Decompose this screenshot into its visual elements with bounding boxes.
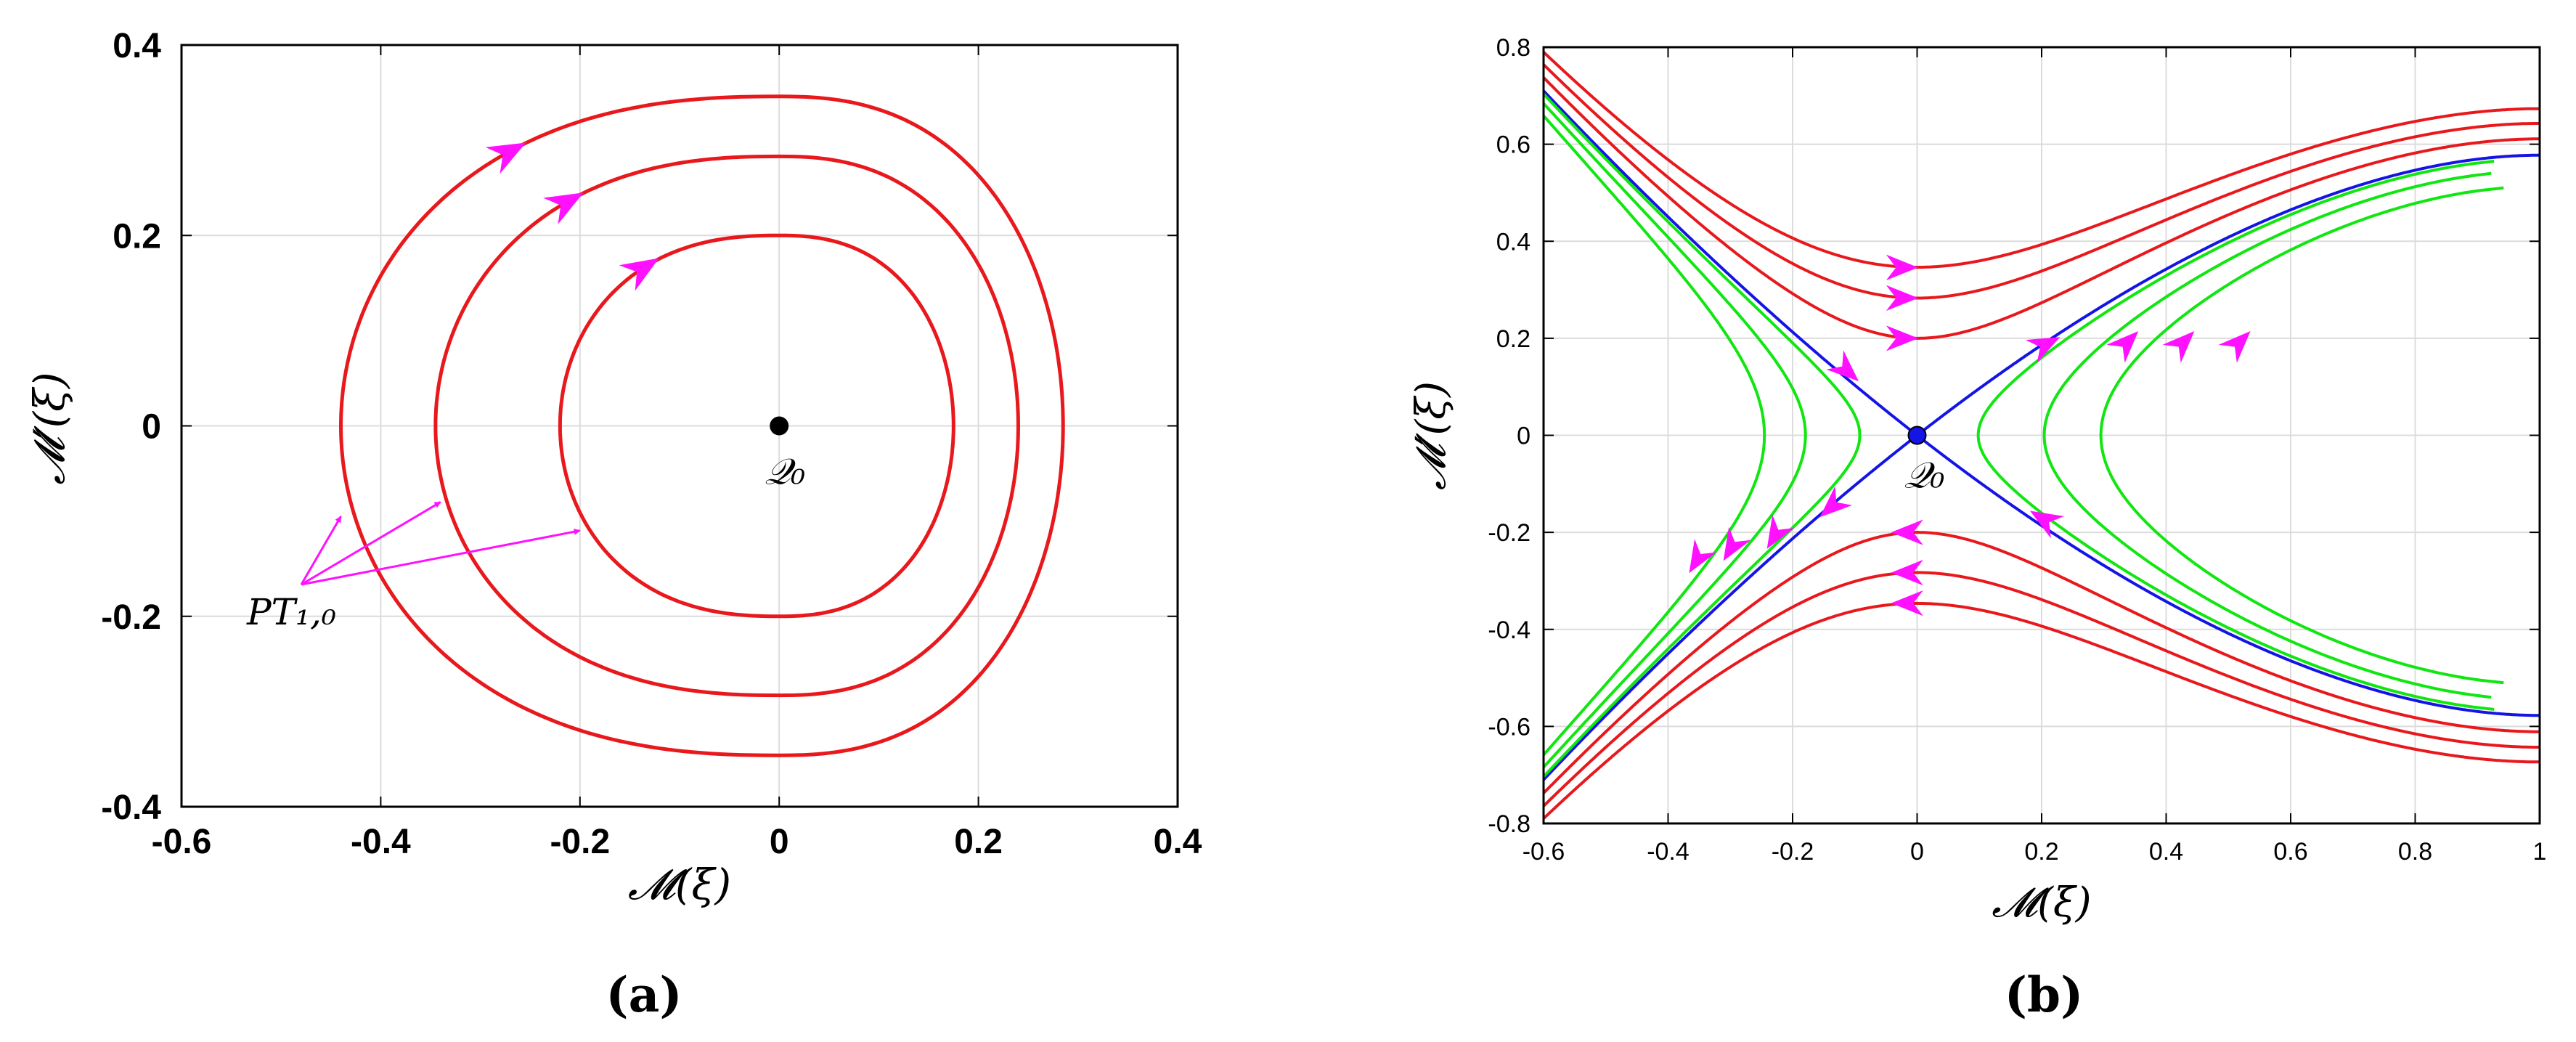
red-upper-arrow	[1886, 254, 1919, 281]
panel-a-curves	[338, 94, 1065, 757]
panel-b-equilibrium-label: 𝒬₀	[1904, 455, 1945, 497]
annotation-arrow	[301, 501, 441, 586]
y-tick-label: -0.2	[101, 598, 161, 637]
separatrix-arrow-in-right	[2029, 510, 2064, 539]
green-1-left	[1544, 91, 1862, 779]
x-tick-label: -0.6	[152, 823, 212, 861]
y-tick-label: 0.2	[1496, 325, 1530, 353]
orbit-middle	[433, 154, 1021, 698]
red-lower-arrow	[1891, 559, 1923, 586]
panel-a-grid	[181, 44, 1178, 807]
red-upper-arrow	[1886, 285, 1919, 312]
panel-b-ticks: -0.6 -0.4 -0.2 0 0.2 0.4 0.6 0.8 1-0.8-0.6-0.4-0…	[1488, 34, 2546, 866]
panel-a-xlabel: 𝓜(ξ)	[628, 860, 731, 909]
green-right-arrow	[2162, 330, 2195, 363]
green-right-arrow	[2218, 330, 2251, 363]
y-tick-label: -0.4	[101, 789, 161, 827]
y-tick-label: 0	[142, 408, 161, 447]
panel-a-ylabel: 𝓜′(ξ)	[25, 372, 74, 484]
annotation-arrow	[300, 516, 342, 585]
red-1-upper	[1544, 75, 2540, 340]
panel-a-equilibrium-label: 𝒬₀	[765, 451, 805, 493]
panel-a-annotation-arrows	[300, 501, 581, 586]
x-tick-label: -0.2	[1772, 838, 1814, 866]
panel-a-equilibrium-point	[770, 416, 789, 436]
x-tick-label: 0	[1910, 838, 1924, 866]
annotation-arrow	[301, 528, 581, 586]
x-tick-label: 0.6	[2273, 838, 2307, 866]
green-2-right	[2042, 171, 2492, 699]
x-tick-label: -0.2	[550, 823, 610, 861]
green-left-arrow	[1689, 539, 1717, 574]
orbit-inner	[558, 233, 955, 619]
red-3-lower	[1544, 601, 2540, 821]
x-tick-label: -0.4	[1647, 838, 1690, 866]
x-tick-label: 0.2	[954, 823, 1003, 861]
panel-b-grid	[1543, 46, 2540, 824]
orbit-outer	[338, 94, 1065, 757]
x-tick-label: 0.8	[2398, 838, 2432, 866]
red-lower-arrow	[1891, 519, 1923, 545]
panel-a-annotation-label: PT₁,₀	[246, 591, 336, 633]
panel-b-equilibrium-point	[1907, 426, 1927, 445]
panel-a: -0.6 -0.4 -0.2 0 0.2 0.4-0.4-0.200.20.4 𝓜(ξ) …	[25, 27, 1202, 1023]
panel-b-caption: (b)	[2005, 966, 2084, 1023]
separatrix-arrow-out-right	[2025, 337, 2061, 363]
y-tick-label: -0.2	[1488, 519, 1530, 547]
panel-b-xlabel: 𝓜(ξ)	[1992, 879, 2091, 927]
panel-b-direction-arrows	[1689, 254, 2251, 616]
y-tick-label: 0.4	[113, 27, 161, 65]
y-tick-label: 0.8	[1496, 34, 1530, 62]
red-2-lower	[1544, 571, 2540, 808]
green-3-left	[1544, 113, 1766, 757]
x-tick-label: 0	[770, 823, 789, 861]
orbit-outer-arrow	[485, 142, 526, 174]
y-tick-label: 0.6	[1496, 131, 1530, 159]
panel-a-ticks: -0.6 -0.4 -0.2 0 0.2 0.4-0.4-0.200.20.4	[101, 27, 1202, 861]
red-1-lower	[1544, 531, 2540, 796]
green-1-right	[1976, 160, 2495, 711]
x-tick-label: 1	[2533, 838, 2547, 866]
x-tick-label: 0.4	[1154, 823, 1202, 861]
green-left-arrow	[1766, 514, 1795, 549]
x-tick-label: -0.4	[351, 823, 411, 861]
panel-a-direction-arrows	[485, 142, 659, 291]
panel-b-curves	[1544, 49, 2540, 821]
green-3-right	[2099, 186, 2504, 685]
x-tick-label: 0.4	[2149, 838, 2183, 866]
green-2-left	[1544, 101, 1807, 770]
red-lower-arrow	[1891, 590, 1923, 616]
separatrix-arrow-out-left	[1819, 486, 1853, 518]
green-right-arrow	[2106, 330, 2139, 363]
red-2-upper	[1544, 62, 2540, 300]
orbit-inner-arrow	[619, 258, 659, 291]
separatrix-branch-up	[1544, 89, 2540, 437]
y-tick-label: 0.4	[1496, 228, 1530, 256]
x-tick-label: 0.2	[2024, 838, 2058, 866]
x-tick-label: -0.6	[1523, 838, 1565, 866]
orbit-middle-arrow	[543, 192, 584, 224]
separatrix-branch-down	[1544, 434, 2540, 782]
panel-a-caption: (a)	[606, 966, 682, 1023]
red-upper-arrow	[1886, 325, 1919, 351]
y-tick-label: 0.2	[113, 217, 161, 256]
y-tick-label: 0	[1517, 423, 1530, 450]
y-tick-label: -0.4	[1488, 616, 1530, 644]
green-left-arrow	[1723, 526, 1751, 561]
panel-b: -0.6 -0.4 -0.2 0 0.2 0.4 0.6 0.8 1-0.8-0.6-0.4-0…	[1408, 34, 2546, 1023]
red-3-upper	[1544, 49, 2540, 269]
separatrix-arrow-in-left	[1826, 350, 1859, 382]
panel-b-ylabel: 𝓜′(ξ)	[1408, 381, 1455, 490]
y-tick-label: -0.8	[1488, 810, 1530, 838]
y-tick-label: -0.6	[1488, 713, 1530, 741]
